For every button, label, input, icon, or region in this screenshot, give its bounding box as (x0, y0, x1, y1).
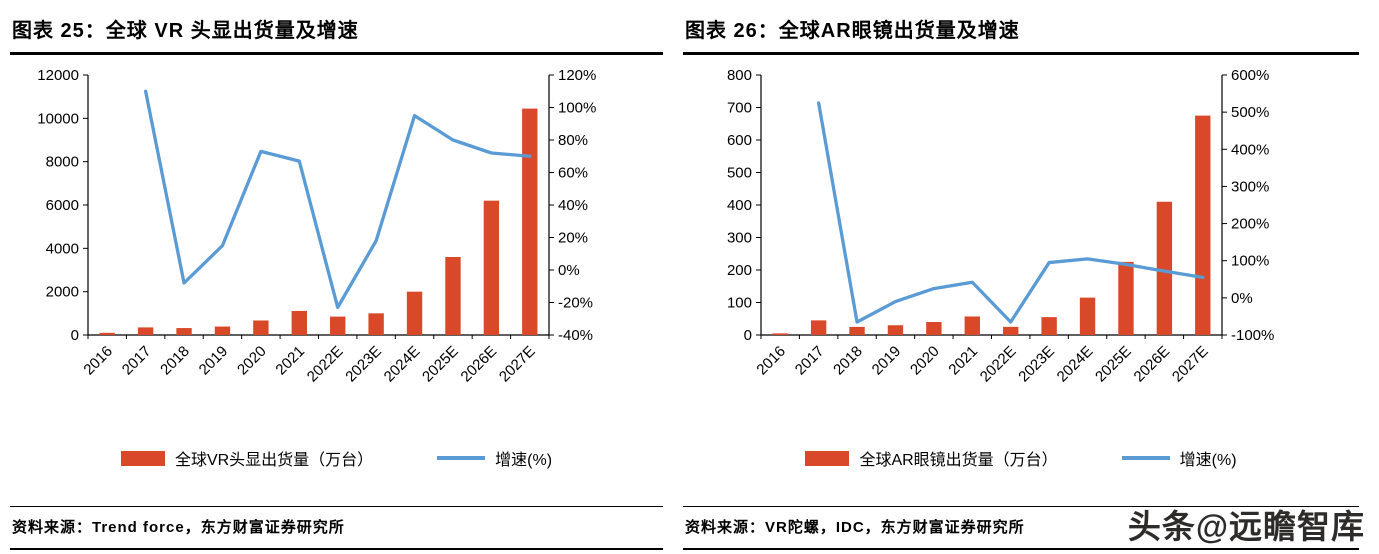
svg-text:6000: 6000 (46, 197, 79, 214)
svg-text:100%: 100% (1231, 253, 1269, 270)
svg-text:80%: 80% (558, 132, 588, 149)
svg-text:800: 800 (727, 67, 752, 84)
svg-text:8000: 8000 (46, 154, 79, 171)
line-series-swatch (437, 456, 486, 460)
ar-shipments-chart: 0 100 200 300 400 500 600 700 800 -100% 0% 100% 200%… (683, 59, 1359, 432)
figure-26-panel: 图表 26：全球AR眼镜出货量及增速 0 100 200 300 400 500 600 70… (683, 6, 1364, 550)
svg-text:2018: 2018 (830, 343, 866, 379)
figure-25-panel: 图表 25：全球 VR 头显出货量及增速 0 2000 4000 6000 8000 10… (10, 6, 663, 550)
svg-text:2022E: 2022E (977, 343, 1020, 386)
svg-text:0: 0 (744, 327, 752, 344)
line-series-swatch (1121, 456, 1170, 460)
svg-text:600: 600 (727, 132, 752, 149)
svg-text:2027E: 2027E (496, 343, 539, 386)
svg-text:2020: 2020 (234, 343, 270, 379)
svg-text:2021: 2021 (272, 343, 308, 379)
svg-text:2018: 2018 (157, 343, 193, 379)
svg-text:400%: 400% (1231, 141, 1269, 158)
figure-25-source-note: 资料来源：Trend force，东方财富证券研究所 (10, 506, 663, 550)
svg-text:2024E: 2024E (381, 343, 424, 386)
svg-text:2026E: 2026E (1131, 343, 1174, 386)
svg-text:10000: 10000 (37, 110, 79, 127)
svg-text:-100%: -100% (1231, 327, 1274, 344)
ar-chart-legend: 全球AR眼镜出货量（万台） 增速(%) (683, 446, 1359, 470)
svg-text:400: 400 (727, 197, 752, 214)
svg-text:-20%: -20% (558, 295, 593, 312)
svg-text:2025E: 2025E (419, 343, 462, 386)
svg-text:0%: 0% (558, 262, 580, 279)
svg-text:2025E: 2025E (1092, 343, 1135, 386)
bar-series-swatch (805, 450, 850, 466)
legend-item-ar-bars: 全球AR眼镜出货量（万台） (805, 446, 1058, 470)
svg-text:2023E: 2023E (342, 343, 385, 386)
figure-26-title: 图表 26：全球AR眼镜出货量及增速 (683, 6, 1359, 55)
figure-25-title: 图表 25：全球 VR 头显出货量及增速 (10, 6, 663, 55)
svg-text:2021: 2021 (945, 343, 981, 379)
line-series-label: 增速(%) (495, 452, 553, 469)
svg-text:100%: 100% (558, 100, 596, 117)
svg-text:60%: 60% (558, 165, 588, 182)
bar-series-swatch (120, 450, 165, 466)
svg-text:2027E: 2027E (1169, 343, 1212, 386)
svg-text:0: 0 (71, 327, 79, 344)
svg-text:2022E: 2022E (304, 343, 347, 386)
svg-text:4000: 4000 (46, 240, 79, 257)
svg-text:12000: 12000 (37, 67, 79, 84)
svg-text:2023E: 2023E (1015, 343, 1058, 386)
svg-text:2017: 2017 (792, 343, 828, 379)
ar-combo-chart-svg: 0 100 200 300 400 500 600 700 800 -100% 0% 100% 200%… (727, 67, 1274, 386)
svg-text:2017: 2017 (119, 343, 155, 379)
legend-item-ar-growth: 增速(%) (1121, 446, 1237, 470)
svg-text:200%: 200% (1231, 216, 1269, 233)
figure-26-source-note: 资料来源：VR陀螺，IDC，东方财富证券研究所 (683, 506, 1359, 550)
vr-combo-chart-svg: 0 2000 4000 6000 8000 10000 12000 -40% -20% 0% 20%… (37, 67, 596, 386)
svg-text:2026E: 2026E (458, 343, 501, 386)
bar-series-label: 全球VR头显出货量（万台） (174, 452, 374, 469)
svg-text:2016: 2016 (80, 343, 116, 379)
bar-series-label: 全球AR眼镜出货量（万台） (859, 452, 1058, 469)
svg-text:-40%: -40% (558, 327, 593, 344)
legend-item-vr-growth: 增速(%) (437, 446, 552, 470)
svg-text:2019: 2019 (869, 343, 905, 379)
svg-text:2000: 2000 (46, 284, 79, 301)
vr-chart-legend: 全球VR头显出货量（万台） 增速(%) (10, 446, 663, 470)
svg-text:300%: 300% (1231, 178, 1269, 195)
line-series-label: 增速(%) (1179, 452, 1237, 469)
svg-text:200: 200 (727, 262, 752, 279)
svg-text:700: 700 (727, 100, 752, 117)
svg-text:0%: 0% (1231, 290, 1253, 307)
svg-text:300: 300 (727, 230, 752, 247)
svg-text:100: 100 (727, 295, 752, 312)
svg-text:2019: 2019 (196, 343, 232, 379)
svg-text:2024E: 2024E (1054, 343, 1097, 386)
vr-shipments-chart: 0 2000 4000 6000 8000 10000 12000 -40% -20% 0% 20%… (10, 59, 663, 432)
svg-text:40%: 40% (558, 197, 588, 214)
svg-text:500%: 500% (1231, 104, 1269, 121)
svg-text:120%: 120% (558, 67, 596, 84)
svg-text:600%: 600% (1231, 67, 1269, 84)
legend-item-vr-bars: 全球VR头显出货量（万台） (120, 446, 374, 470)
svg-text:2016: 2016 (753, 343, 789, 379)
svg-text:2020: 2020 (907, 343, 943, 379)
svg-text:500: 500 (727, 165, 752, 182)
svg-text:20%: 20% (558, 230, 588, 247)
